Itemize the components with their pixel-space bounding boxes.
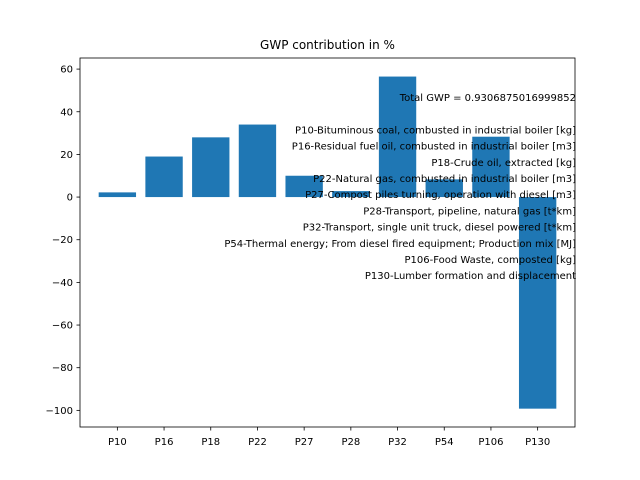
x-axis-ticks: P10 P16 P18 P22 P27 P28 P32 P54 P106 P130	[108, 427, 550, 448]
bar-p28	[332, 191, 370, 198]
process-description-line: P28-Transport, pipeline, natural gas [t*…	[363, 206, 576, 217]
annotation-text: Total GWP = 0.9306875016999852 P10-Bitumi…	[224, 93, 576, 282]
process-description-line: P18-Crude oil, extracted [kg]	[431, 158, 576, 169]
process-description-line: P10-Bituminous coal, combusted in indust…	[295, 125, 576, 136]
x-tick-label: P18	[201, 437, 220, 448]
x-tick-label: P22	[248, 437, 267, 448]
y-tick-label: −80	[52, 363, 73, 374]
x-tick-label: P10	[108, 437, 127, 448]
x-tick-label: P106	[478, 437, 503, 448]
process-description-line: P22-Natural gas, combusted in industrial…	[313, 174, 576, 185]
y-tick-label: 60	[60, 65, 73, 76]
process-description-line: P130-Lumber formation and displacement	[365, 271, 576, 282]
bar-p106	[472, 136, 510, 198]
chart-title: GWP contribution in %	[260, 38, 395, 52]
y-tick-label: −20	[52, 235, 73, 246]
y-tick-label: −60	[52, 321, 73, 332]
bar-p130	[518, 197, 557, 409]
bar-p27	[285, 175, 323, 198]
y-axis-ticks: 60 40 20 0 −20 −40 −60 −80 −100	[46, 65, 80, 417]
total-gwp-annotation: Total GWP = 0.9306875016999852	[399, 93, 576, 104]
bar-p32	[378, 76, 417, 198]
y-tick-label: −100	[46, 406, 73, 417]
process-description-line: P16-Residual fuel oil, combusted in indu…	[292, 142, 576, 153]
plot-frame	[79, 57, 576, 428]
x-tick-label: P27	[295, 437, 314, 448]
bars-group	[98, 76, 557, 409]
x-tick-label: P16	[155, 437, 174, 448]
process-description-line: P27-Compost piles turning, operation wit…	[305, 190, 576, 201]
process-description-line: P106-Food Waste, composted [kg]	[405, 255, 577, 266]
process-description-line: P32-Transport, single unit truck, diesel…	[303, 223, 576, 234]
bar-p16	[145, 156, 183, 198]
bar-p10	[98, 192, 137, 198]
x-tick-label: P130	[525, 437, 550, 448]
x-tick-label: P54	[435, 437, 454, 448]
y-tick-label: 40	[60, 107, 73, 118]
y-tick-label: −40	[52, 278, 73, 289]
process-description-line: P54-Thermal energy; From diesel fired eq…	[224, 239, 576, 250]
y-tick-label: 20	[60, 150, 73, 161]
bar-p54	[425, 179, 463, 198]
bar-p18	[192, 137, 230, 198]
bar-p22	[238, 124, 277, 198]
x-tick-label: P32	[388, 437, 407, 448]
y-tick-label: 0	[67, 193, 73, 204]
x-tick-label: P28	[341, 437, 360, 448]
